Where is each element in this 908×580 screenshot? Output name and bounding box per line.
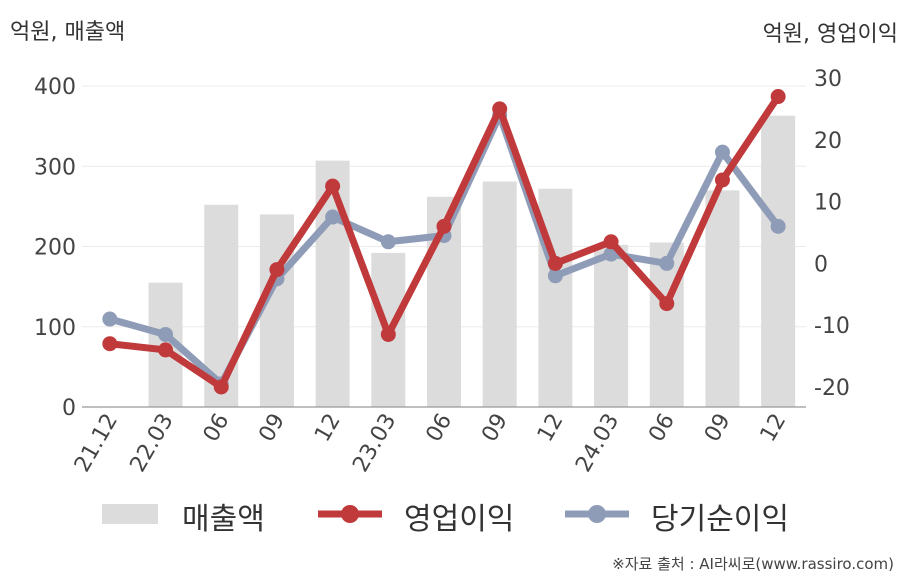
left-axis-tick-label: 0 <box>62 396 76 421</box>
point-net-income <box>547 268 563 284</box>
legend-label-net-income: 당기순이익 <box>651 502 789 537</box>
x-axis-tick-label: 22.03 <box>126 410 179 477</box>
x-axis-tick-label: 06 <box>199 410 235 447</box>
bar-revenue <box>594 244 629 407</box>
x-axis-tick-label: 09 <box>477 410 513 447</box>
point-net-income <box>380 234 396 250</box>
right-axis-tick-label: 0 <box>814 252 828 277</box>
point-operating-profit <box>325 178 341 194</box>
point-operating-profit <box>659 296 675 312</box>
point-net-income <box>659 255 675 271</box>
bar-revenue <box>761 115 796 407</box>
left-axis-unit-label: 억원, 매출액 <box>10 20 126 45</box>
point-operating-profit <box>102 336 118 352</box>
x-axis-tick-label: 21.12 <box>70 410 123 477</box>
left-axis-tick-label: 300 <box>34 155 76 180</box>
left-axis-tick-label: 100 <box>34 316 76 341</box>
legend-swatch-revenue <box>102 504 158 524</box>
legend-swatch-net-income <box>565 505 629 523</box>
right-axis-unit-label: 억원, 영업이익 <box>762 22 898 47</box>
bar-revenue <box>259 214 294 407</box>
point-net-income <box>102 311 118 327</box>
point-operating-profit <box>213 379 229 395</box>
point-net-income <box>325 209 341 225</box>
point-operating-profit <box>547 255 563 271</box>
x-axis-tick-label: 06 <box>422 410 458 447</box>
right-axis-tick-label: -20 <box>814 376 850 401</box>
x-axis-tick-label: 06 <box>644 410 680 447</box>
point-operating-profit <box>380 326 396 342</box>
legend-label-operating-profit: 영업이익 <box>404 502 515 537</box>
point-operating-profit <box>158 342 174 358</box>
right-axis-tick-label: 30 <box>814 67 842 92</box>
point-operating-profit <box>714 172 730 188</box>
point-operating-profit <box>492 101 508 117</box>
right-axis-tick-label: 10 <box>814 191 842 216</box>
point-operating-profit <box>770 89 786 105</box>
legend-label-revenue: 매출액 <box>182 502 265 537</box>
point-operating-profit <box>269 262 285 278</box>
point-operating-profit <box>436 218 452 234</box>
point-net-income <box>714 144 730 160</box>
right-axis-tick-label: -10 <box>814 314 850 339</box>
point-operating-profit <box>603 234 619 250</box>
legend-swatch-operating-profit <box>318 505 382 523</box>
x-axis-tick-label: 23.03 <box>348 410 401 477</box>
x-axis-tick-label: 12 <box>756 410 792 447</box>
bar-revenue <box>705 190 740 407</box>
source-note: ※자료 출처 : AI라씨로(www.rassiro.com) <box>612 555 894 573</box>
x-axis-tick-label: 12 <box>533 410 569 447</box>
x-axis-tick-label: 09 <box>254 410 290 447</box>
bar-revenue <box>482 181 517 407</box>
point-net-income <box>770 218 786 234</box>
x-axis-tick-label: 12 <box>310 410 346 447</box>
left-axis-tick-label: 200 <box>34 236 76 261</box>
right-axis-tick-label: 20 <box>814 129 842 154</box>
x-axis-tick-label: 09 <box>700 410 736 447</box>
x-axis-tick-label: 24.03 <box>571 410 624 477</box>
point-net-income <box>158 326 174 342</box>
bar-revenue <box>315 160 350 407</box>
left-axis-tick-label: 400 <box>34 75 76 100</box>
